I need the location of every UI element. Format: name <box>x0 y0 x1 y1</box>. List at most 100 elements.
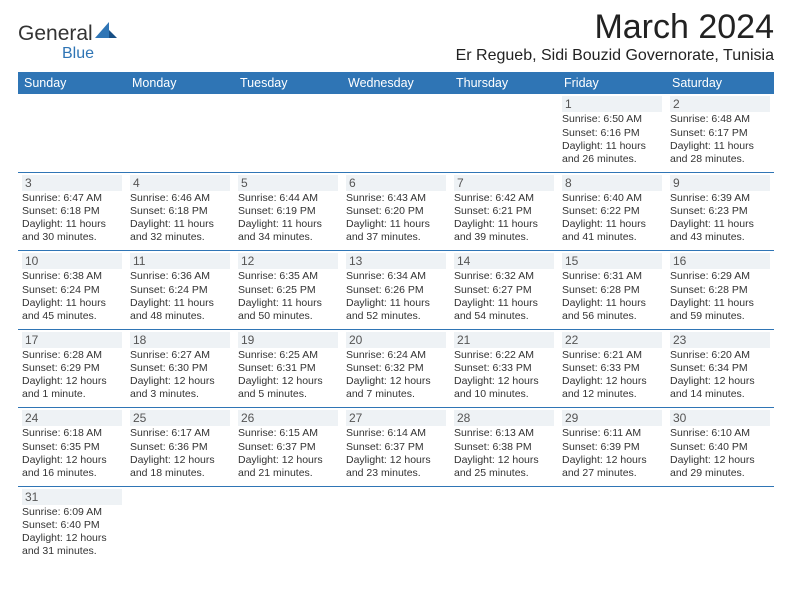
daylight-text: Daylight: 11 hours and 52 minutes. <box>346 297 446 323</box>
day-number: 2 <box>670 96 770 112</box>
sunrise-text: Sunrise: 6:22 AM <box>454 349 554 362</box>
sunrise-text: Sunrise: 6:17 AM <box>130 427 230 440</box>
sunset-text: Sunset: 6:33 PM <box>562 362 662 375</box>
sunset-text: Sunset: 6:18 PM <box>130 205 230 218</box>
sunset-text: Sunset: 6:26 PM <box>346 284 446 297</box>
sunrise-text: Sunrise: 6:38 AM <box>22 270 122 283</box>
sunset-text: Sunset: 6:16 PM <box>562 127 662 140</box>
calendar-day-cell: 10Sunrise: 6:38 AMSunset: 6:24 PMDayligh… <box>18 251 126 330</box>
sunrise-text: Sunrise: 6:24 AM <box>346 349 446 362</box>
calendar-day-cell: 22Sunrise: 6:21 AMSunset: 6:33 PMDayligh… <box>558 329 666 408</box>
sunrise-text: Sunrise: 6:48 AM <box>670 113 770 126</box>
sunrise-text: Sunrise: 6:11 AM <box>562 427 662 440</box>
sunrise-text: Sunrise: 6:39 AM <box>670 192 770 205</box>
calendar-day-cell: 4Sunrise: 6:46 AMSunset: 6:18 PMDaylight… <box>126 172 234 251</box>
day-number: 19 <box>238 332 338 348</box>
sunset-text: Sunset: 6:28 PM <box>562 284 662 297</box>
weekday-header: Wednesday <box>342 72 450 94</box>
logo-sub: Blue <box>62 45 94 62</box>
day-number: 25 <box>130 410 230 426</box>
calendar-day-cell <box>18 94 126 172</box>
sunset-text: Sunset: 6:30 PM <box>130 362 230 375</box>
day-number: 27 <box>346 410 446 426</box>
sunrise-text: Sunrise: 6:31 AM <box>562 270 662 283</box>
day-number: 13 <box>346 253 446 269</box>
calendar-day-cell: 1Sunrise: 6:50 AMSunset: 6:16 PMDaylight… <box>558 94 666 172</box>
logo: General Blue <box>18 22 117 70</box>
daylight-text: Daylight: 12 hours and 18 minutes. <box>130 454 230 480</box>
calendar-day-cell: 2Sunrise: 6:48 AMSunset: 6:17 PMDaylight… <box>666 94 774 172</box>
daylight-text: Daylight: 12 hours and 1 minute. <box>22 375 122 401</box>
daylight-text: Daylight: 12 hours and 5 minutes. <box>238 375 338 401</box>
sunrise-text: Sunrise: 6:46 AM <box>130 192 230 205</box>
daylight-text: Daylight: 12 hours and 7 minutes. <box>346 375 446 401</box>
calendar-day-cell: 11Sunrise: 6:36 AMSunset: 6:24 PMDayligh… <box>126 251 234 330</box>
weekday-header: Sunday <box>18 72 126 94</box>
calendar-day-cell: 25Sunrise: 6:17 AMSunset: 6:36 PMDayligh… <box>126 408 234 487</box>
day-number: 31 <box>22 489 122 505</box>
logo-text: General Blue <box>18 22 117 70</box>
daylight-text: Daylight: 12 hours and 12 minutes. <box>562 375 662 401</box>
calendar-day-cell: 30Sunrise: 6:10 AMSunset: 6:40 PMDayligh… <box>666 408 774 487</box>
daylight-text: Daylight: 12 hours and 29 minutes. <box>670 454 770 480</box>
day-number: 6 <box>346 175 446 191</box>
sunset-text: Sunset: 6:34 PM <box>670 362 770 375</box>
calendar-day-cell: 15Sunrise: 6:31 AMSunset: 6:28 PMDayligh… <box>558 251 666 330</box>
sunrise-text: Sunrise: 6:36 AM <box>130 270 230 283</box>
sunrise-text: Sunrise: 6:43 AM <box>346 192 446 205</box>
day-number: 14 <box>454 253 554 269</box>
sunset-text: Sunset: 6:28 PM <box>670 284 770 297</box>
day-number: 21 <box>454 332 554 348</box>
daylight-text: Daylight: 12 hours and 21 minutes. <box>238 454 338 480</box>
sunset-text: Sunset: 6:24 PM <box>130 284 230 297</box>
daylight-text: Daylight: 11 hours and 48 minutes. <box>130 297 230 323</box>
calendar-day-cell: 18Sunrise: 6:27 AMSunset: 6:30 PMDayligh… <box>126 329 234 408</box>
daylight-text: Daylight: 11 hours and 32 minutes. <box>130 218 230 244</box>
sunset-text: Sunset: 6:32 PM <box>346 362 446 375</box>
day-number: 11 <box>130 253 230 269</box>
sunset-text: Sunset: 6:38 PM <box>454 441 554 454</box>
daylight-text: Daylight: 12 hours and 25 minutes. <box>454 454 554 480</box>
sunrise-text: Sunrise: 6:29 AM <box>670 270 770 283</box>
title-block: March 2024 Er Regueb, Sidi Bouzid Govern… <box>456 8 774 69</box>
sunset-text: Sunset: 6:35 PM <box>22 441 122 454</box>
day-number: 18 <box>130 332 230 348</box>
calendar-day-cell: 7Sunrise: 6:42 AMSunset: 6:21 PMDaylight… <box>450 172 558 251</box>
calendar-day-cell <box>450 486 558 564</box>
sunrise-text: Sunrise: 6:09 AM <box>22 506 122 519</box>
sunrise-text: Sunrise: 6:27 AM <box>130 349 230 362</box>
sunrise-text: Sunrise: 6:14 AM <box>346 427 446 440</box>
daylight-text: Daylight: 11 hours and 59 minutes. <box>670 297 770 323</box>
calendar-header-row: SundayMondayTuesdayWednesdayThursdayFrid… <box>18 72 774 94</box>
calendar-week-row: 10Sunrise: 6:38 AMSunset: 6:24 PMDayligh… <box>18 251 774 330</box>
day-number: 8 <box>562 175 662 191</box>
sunrise-text: Sunrise: 6:34 AM <box>346 270 446 283</box>
sunset-text: Sunset: 6:36 PM <box>130 441 230 454</box>
sunset-text: Sunset: 6:22 PM <box>562 205 662 218</box>
day-number: 4 <box>130 175 230 191</box>
day-number: 28 <box>454 410 554 426</box>
calendar-week-row: 24Sunrise: 6:18 AMSunset: 6:35 PMDayligh… <box>18 408 774 487</box>
calendar-day-cell: 19Sunrise: 6:25 AMSunset: 6:31 PMDayligh… <box>234 329 342 408</box>
day-number: 12 <box>238 253 338 269</box>
daylight-text: Daylight: 11 hours and 26 minutes. <box>562 140 662 166</box>
sunrise-text: Sunrise: 6:21 AM <box>562 349 662 362</box>
sunrise-text: Sunrise: 6:40 AM <box>562 192 662 205</box>
daylight-text: Daylight: 11 hours and 39 minutes. <box>454 218 554 244</box>
sunset-text: Sunset: 6:31 PM <box>238 362 338 375</box>
day-number: 9 <box>670 175 770 191</box>
calendar-day-cell: 16Sunrise: 6:29 AMSunset: 6:28 PMDayligh… <box>666 251 774 330</box>
header: General Blue March 2024 Er Regueb, Sidi … <box>18 8 774 70</box>
sunset-text: Sunset: 6:25 PM <box>238 284 338 297</box>
daylight-text: Daylight: 11 hours and 50 minutes. <box>238 297 338 323</box>
sunset-text: Sunset: 6:29 PM <box>22 362 122 375</box>
location-label: Er Regueb, Sidi Bouzid Governorate, Tuni… <box>456 47 774 65</box>
daylight-text: Daylight: 12 hours and 23 minutes. <box>346 454 446 480</box>
daylight-text: Daylight: 11 hours and 37 minutes. <box>346 218 446 244</box>
calendar-day-cell: 27Sunrise: 6:14 AMSunset: 6:37 PMDayligh… <box>342 408 450 487</box>
calendar-day-cell <box>666 486 774 564</box>
calendar-day-cell: 8Sunrise: 6:40 AMSunset: 6:22 PMDaylight… <box>558 172 666 251</box>
calendar-day-cell: 5Sunrise: 6:44 AMSunset: 6:19 PMDaylight… <box>234 172 342 251</box>
sunrise-text: Sunrise: 6:35 AM <box>238 270 338 283</box>
calendar-day-cell <box>342 486 450 564</box>
